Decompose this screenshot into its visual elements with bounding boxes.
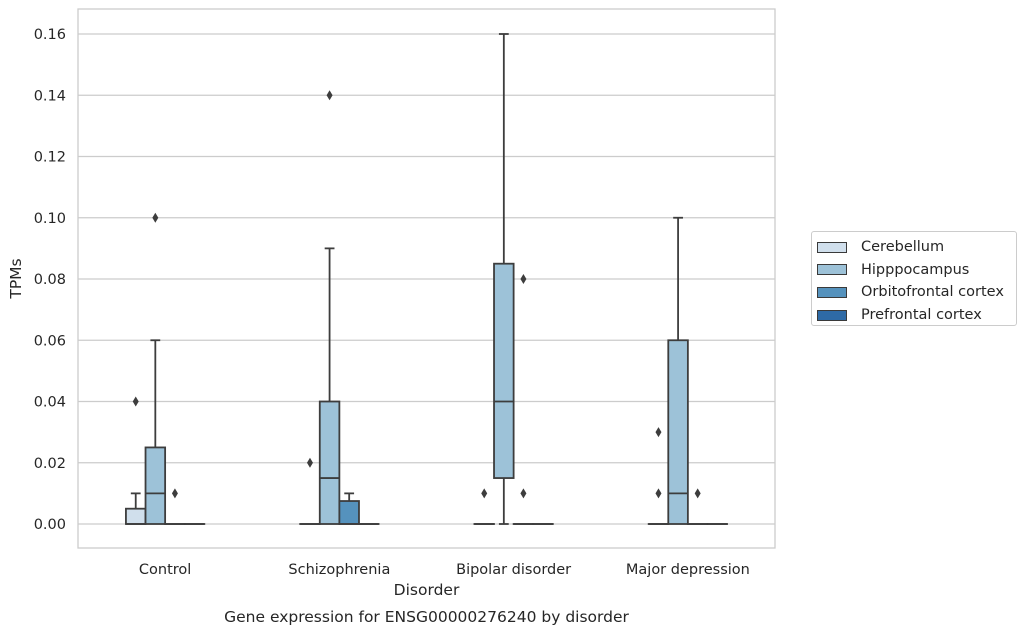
legend: Cerebellum Hipppocampus Orbitofrontal cort… (811, 231, 1017, 326)
box-iqr (493, 262, 515, 479)
outlier-point (326, 90, 333, 101)
outlier-point (655, 488, 662, 499)
legend-item: Hipppocampus (817, 259, 1016, 282)
x-tick-labels: Control Schizophrenia Bipolar disorder Majo… (139, 562, 750, 578)
y-tick-label: 0.04 (34, 395, 66, 411)
legend-swatch (817, 286, 847, 298)
box-cerebellum (299, 457, 321, 525)
y-axis-label: TPMs (7, 258, 25, 299)
outlier-point (306, 457, 313, 468)
y-tick-label: 0.00 (34, 517, 66, 533)
outlier-point (481, 488, 488, 499)
legend-swatch (817, 309, 847, 321)
outlier-point (520, 274, 527, 284)
outlier-point (132, 396, 139, 407)
legend-swatch (817, 264, 847, 276)
box-hipppocampus (493, 33, 515, 525)
series-cerebellum (125, 396, 670, 525)
box-orbitofrontal-cortex (338, 492, 360, 525)
y-tick-label: 0.14 (34, 88, 66, 104)
legend-label: Orbitofrontal cortex (861, 284, 1004, 301)
y-tick-labels: 0.00 0.02 0.04 0.06 0.08 0.10 0.12 0.14 0.16 (34, 27, 66, 533)
outlier-point (694, 488, 701, 499)
box-hipppocampus (144, 212, 167, 525)
box-hipppocampus (667, 216, 689, 525)
legend-item: Orbitofrontal cortex (817, 281, 1016, 304)
box-orbitofrontal-cortex (512, 274, 535, 525)
series-hipppocampus (144, 33, 689, 525)
box-orbitofrontal-cortex (686, 488, 709, 525)
y-tick-label: 0.06 (34, 333, 66, 349)
chart-title: Gene expression for ENSG00000276240 by d… (224, 608, 629, 626)
series-orbitofrontal-cortex (164, 274, 709, 525)
box-iqr (667, 339, 689, 525)
x-tick-label: Bipolar disorder (456, 562, 571, 578)
box-iqr (144, 446, 167, 525)
y-tick-label: 0.08 (34, 272, 66, 288)
outlier-point (152, 212, 159, 223)
x-tick-label: Control (139, 562, 191, 578)
y-tick-label: 0.16 (34, 27, 66, 43)
y-tick-label: 0.12 (34, 150, 66, 166)
y-tick-label: 0.02 (34, 456, 66, 472)
legend-label: Hipppocampus (861, 261, 970, 278)
box-iqr (318, 400, 341, 525)
legend-item: Prefrontal cortex (817, 304, 1016, 327)
box-orbitofrontal-cortex (164, 488, 186, 525)
y-tick-label: 0.10 (34, 211, 66, 227)
legend-swatch (817, 241, 847, 253)
gridlines (78, 33, 775, 525)
x-tick-label: Major depression (626, 562, 750, 578)
box-iqr (338, 500, 360, 525)
legend-label: Cerebellum (861, 239, 945, 256)
box-series (125, 33, 728, 525)
plot-frame (77, 8, 776, 549)
outlier-point (520, 488, 527, 499)
x-tick-label: Schizophrenia (288, 562, 390, 578)
legend-item: Cerebellum (817, 236, 1016, 259)
legend-label: Prefrontal cortex (861, 307, 982, 324)
outlier-point (171, 488, 178, 499)
box-hipppocampus (318, 90, 341, 525)
box-cerebellum (125, 492, 147, 525)
outlier-point (655, 427, 662, 438)
x-axis-label: Disorder (394, 581, 460, 599)
box-iqr (125, 507, 147, 525)
